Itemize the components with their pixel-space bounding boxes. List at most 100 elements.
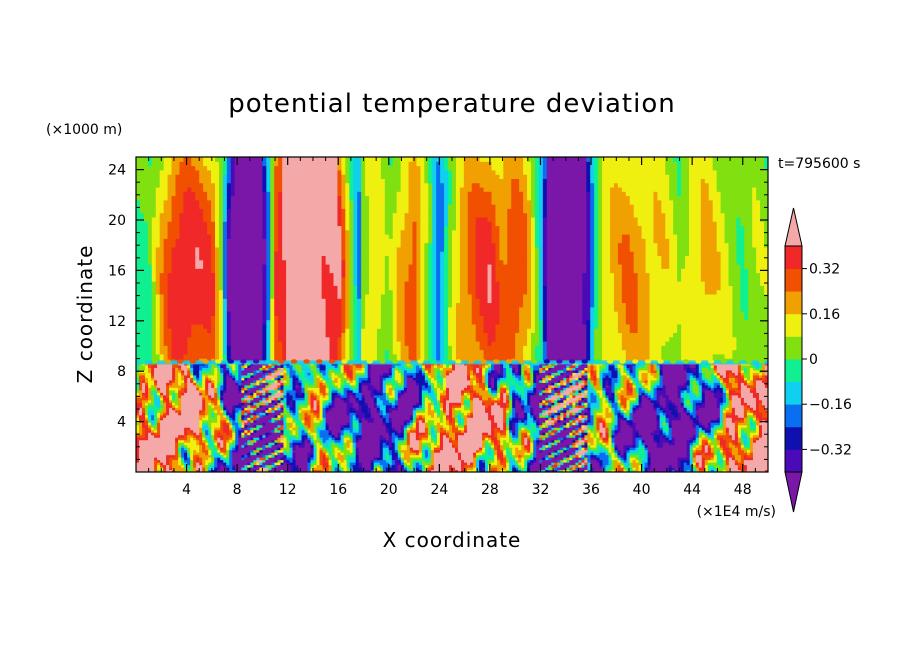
upper-cell — [380, 234, 386, 239]
upper-cell — [278, 161, 283, 167]
upper-cell — [278, 242, 283, 248]
upper-cell — [313, 246, 319, 252]
upper-cell — [349, 332, 354, 338]
upper-cell — [155, 204, 161, 209]
upper-cell — [349, 315, 354, 321]
upper-cell — [143, 169, 149, 175]
upper-cell — [495, 204, 500, 209]
upper-cell — [475, 298, 481, 304]
upper-cell — [527, 178, 532, 184]
upper-cell — [452, 238, 457, 244]
upper-cell — [380, 332, 386, 338]
upper-cell — [301, 221, 307, 227]
upper-cell — [301, 328, 307, 334]
upper-cell — [250, 161, 256, 167]
upper-cell — [345, 255, 350, 261]
upper-cell — [487, 204, 493, 209]
upper-cell — [428, 353, 433, 359]
upper-cell — [503, 182, 508, 188]
upper-cell — [365, 212, 370, 218]
upper-cell — [139, 225, 145, 231]
upper-cell — [523, 345, 528, 351]
upper-cell — [309, 216, 315, 222]
upper-cell — [471, 281, 477, 286]
upper-cell — [452, 195, 457, 201]
upper-cell — [301, 323, 307, 329]
upper-cell — [222, 186, 228, 192]
upper-cell — [286, 302, 291, 308]
upper-cell — [187, 272, 192, 278]
upper-cell — [479, 315, 485, 321]
upper-cell — [294, 157, 299, 162]
upper-cell — [534, 178, 540, 184]
upper-cell — [495, 191, 500, 197]
upper-cell — [286, 353, 291, 359]
upper-cell — [511, 186, 516, 192]
upper-cell — [155, 336, 161, 342]
upper-cell — [538, 199, 544, 205]
upper-cell — [258, 195, 263, 201]
upper-cell — [491, 161, 497, 167]
upper-cell — [266, 229, 271, 235]
upper-cell — [171, 336, 177, 342]
upper-cell — [424, 251, 429, 257]
upper-cell — [361, 289, 366, 295]
upper-cell — [203, 263, 208, 269]
upper-cell — [396, 204, 402, 209]
upper-cell — [301, 182, 307, 188]
upper-cell — [317, 251, 323, 257]
upper-cell — [139, 298, 145, 304]
upper-cell — [278, 298, 283, 304]
upper-cell — [424, 306, 429, 312]
upper-cell — [467, 174, 473, 179]
upper-cell — [151, 161, 157, 167]
upper-cell — [175, 353, 181, 359]
upper-cell — [317, 195, 323, 201]
upper-cell — [436, 259, 441, 265]
upper-cell — [507, 234, 512, 239]
upper-cell — [373, 328, 378, 334]
upper-cell — [495, 263, 500, 269]
upper-cell — [305, 225, 311, 231]
upper-cell — [534, 336, 540, 342]
upper-cell — [215, 306, 220, 312]
upper-cell — [424, 208, 429, 214]
upper-cell — [175, 165, 181, 171]
upper-cell — [175, 268, 181, 274]
upper-cell — [333, 191, 339, 197]
upper-cell — [491, 229, 497, 235]
upper-cell — [203, 315, 208, 321]
upper-cell — [412, 323, 418, 329]
upper-cell — [151, 289, 157, 295]
upper-cell — [337, 182, 342, 188]
upper-cell — [329, 328, 335, 334]
upper-cell — [187, 221, 192, 227]
upper-cell — [246, 306, 252, 312]
upper-cell — [171, 289, 177, 295]
upper-cell — [503, 336, 508, 342]
upper-cell — [455, 272, 461, 278]
upper-cell — [151, 199, 157, 205]
upper-cell — [183, 272, 188, 278]
upper-cell — [155, 298, 161, 304]
upper-cell — [432, 178, 437, 184]
upper-cell — [266, 169, 271, 175]
upper-cell — [290, 238, 295, 244]
upper-cell — [483, 208, 489, 214]
upper-cell — [396, 276, 402, 282]
upper-cell — [218, 268, 224, 274]
upper-cell — [428, 242, 433, 248]
upper-cell — [420, 306, 425, 312]
upper-cell — [396, 345, 402, 351]
upper-cell — [333, 234, 339, 239]
upper-cell — [297, 204, 303, 209]
upper-cell — [222, 293, 228, 299]
upper-cell — [286, 311, 291, 316]
upper-cell — [207, 293, 212, 299]
upper-cell — [459, 319, 465, 325]
upper-cell — [333, 246, 339, 252]
upper-cell — [337, 332, 342, 338]
upper-cell — [309, 191, 315, 197]
upper-cell — [246, 212, 252, 218]
upper-cell — [369, 195, 374, 201]
